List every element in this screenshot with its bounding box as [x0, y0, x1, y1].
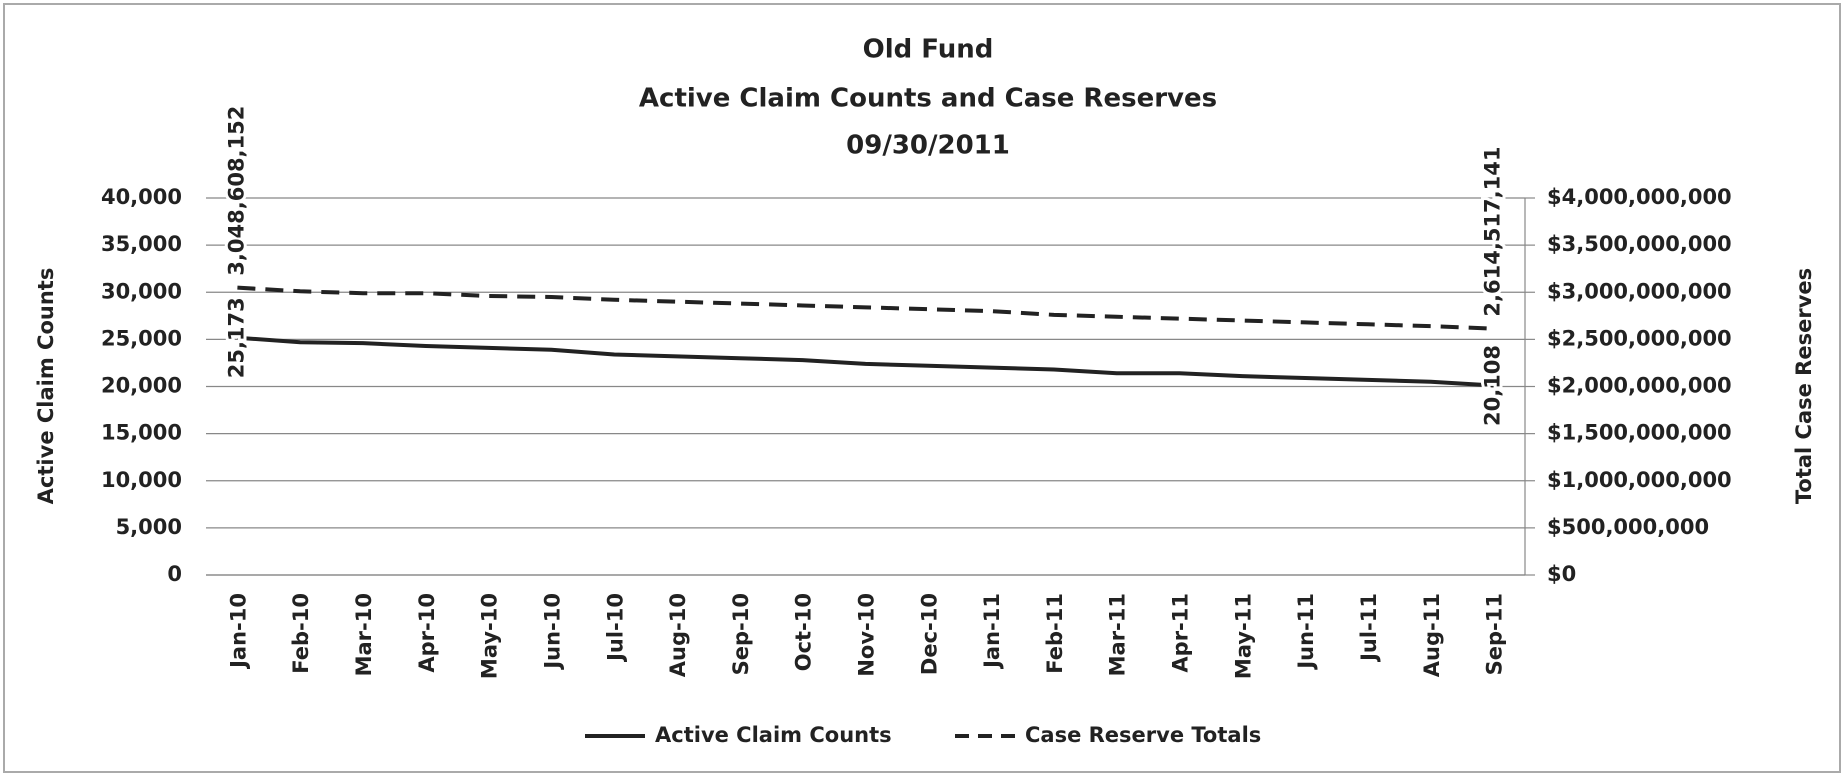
y2-tick-label: $2,000,000,000 [1547, 374, 1732, 398]
series-line [237, 285, 1494, 331]
data-label: 25,173 [224, 297, 248, 378]
chart-border [3, 3, 1841, 773]
x-tick-label: May-11 [1231, 593, 1255, 679]
x-tick-label: Apr-10 [415, 593, 439, 673]
y2-tick-label: $2,500,000,000 [1547, 326, 1732, 350]
chart-title: Old Fund [863, 35, 994, 65]
y2-tick-label: $4,000,000,000 [1547, 185, 1732, 209]
y-axis-title: Active Claim Counts [34, 268, 58, 505]
y2-axis-title: Total Case Reserves [1792, 268, 1816, 504]
x-tick-label: Oct-10 [792, 593, 816, 671]
x-tick-label: Nov-10 [855, 593, 879, 677]
x-tick-label: May-10 [478, 593, 502, 679]
y2-tick-label: $0 [1547, 562, 1576, 586]
x-tick-label: Feb-10 [289, 593, 313, 674]
y-tick-label: 20,000 [101, 374, 182, 398]
y-tick-label: 5,000 [116, 515, 182, 539]
x-tick-label: Mar-10 [352, 593, 376, 676]
y2-tick-label: $3,000,000,000 [1547, 279, 1732, 303]
y2-tick-label: $500,000,000 [1547, 515, 1709, 539]
x-tick-label: Jul-11 [1357, 593, 1381, 663]
y-tick-label: 15,000 [101, 421, 182, 445]
x-tick-label: Jan-10 [226, 593, 250, 670]
chart-title: Active Claim Counts and Case Reserves [639, 84, 1217, 114]
y2-tick-label: $1,500,000,000 [1547, 421, 1732, 445]
legend-label: Case Reserve Totals [1025, 723, 1261, 747]
x-tick-label: Sep-10 [729, 593, 753, 675]
x-tick-label: Dec-10 [917, 593, 941, 675]
data-label: 20,108 [1481, 345, 1505, 426]
y-tick-label: 40,000 [101, 185, 182, 209]
x-tick-label: Apr-11 [1169, 593, 1193, 673]
x-tick-label: Sep-11 [1483, 593, 1507, 675]
y2-tick-label: $1,000,000,000 [1547, 468, 1732, 492]
x-tick-label: Aug-11 [1420, 593, 1444, 677]
x-tick-label: Jun-11 [1294, 593, 1318, 671]
y2-tick-label: $3,500,000,000 [1547, 232, 1732, 256]
x-tick-label: Jul-10 [603, 593, 627, 663]
y-tick-label: 30,000 [101, 279, 182, 303]
x-tick-label: Jun-10 [540, 593, 564, 671]
y-tick-label: 25,000 [101, 326, 182, 350]
data-label: 2,614,517,141 [1481, 147, 1505, 317]
x-tick-label: Mar-11 [1106, 593, 1130, 676]
x-tick-label: Feb-11 [1043, 593, 1067, 674]
chart-title: 09/30/2011 [846, 131, 1010, 161]
x-tick-label: Jan-11 [980, 593, 1004, 670]
y-tick-label: 0 [167, 562, 182, 586]
data-label: 3,048,608,152 [224, 106, 248, 276]
series-line [237, 335, 1494, 388]
x-tick-label: Aug-10 [666, 593, 690, 677]
y-tick-label: 10,000 [101, 468, 182, 492]
legend-label: Active Claim Counts [655, 723, 892, 747]
y-tick-label: 35,000 [101, 232, 182, 256]
